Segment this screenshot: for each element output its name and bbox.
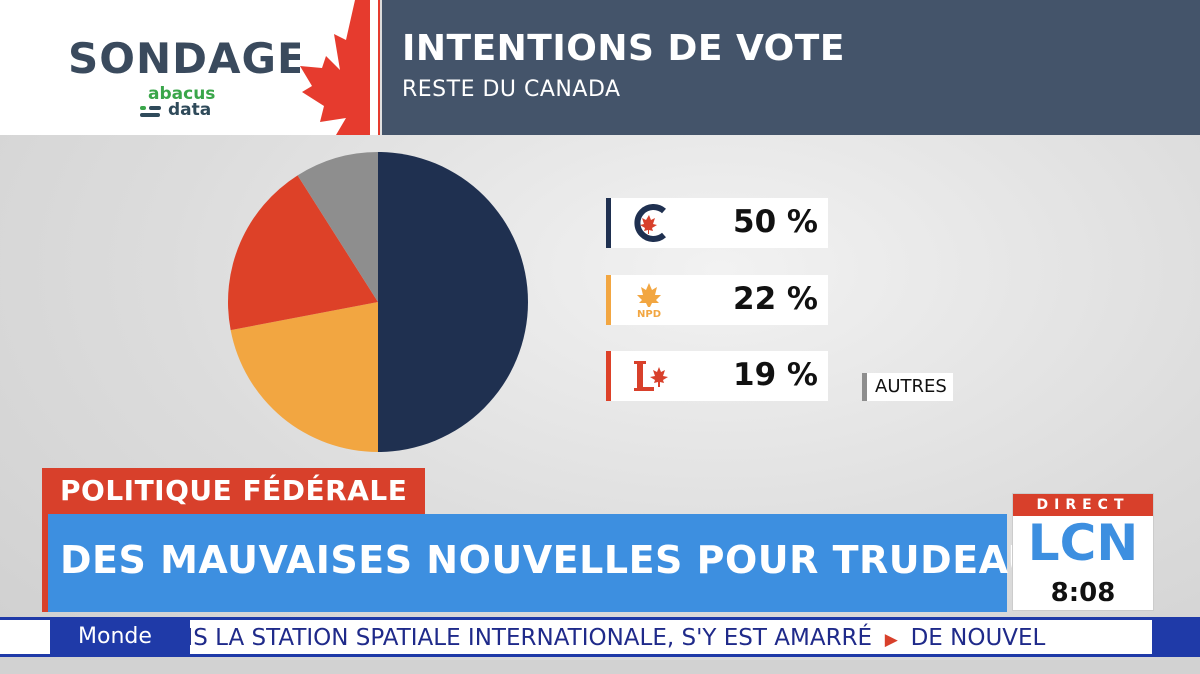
conservative-logo-icon	[634, 204, 666, 242]
pie-slice-ndp	[230, 302, 378, 452]
legend-row-conservative: 50 %	[606, 198, 828, 248]
legend-value-liberal: 19 %	[733, 357, 818, 393]
maple-leaf-banner-icon	[300, 0, 380, 135]
ndp-logo-icon: NPD	[637, 283, 661, 319]
legend-color-bar	[606, 198, 611, 248]
ticker-text: NS LA STATION SPATIALE INTERNATIONALE, S…	[176, 625, 1045, 651]
header-panel: INTENTIONS DE VOTE RESTE DU CANADA	[382, 0, 1200, 135]
legend-color-bar	[862, 373, 867, 401]
chart-title: INTENTIONS DE VOTE	[402, 28, 845, 69]
legend-color-bar	[606, 351, 611, 401]
abacus-data-logo: abacus data	[138, 84, 238, 124]
bottom-strip	[0, 660, 1200, 674]
pie-slice-liberal	[228, 175, 378, 331]
sondage-title: SONDAGE	[68, 34, 307, 83]
legend-row-liberal: 19 %	[606, 351, 828, 401]
headline-text: DES MAUVAISES NOUVELLES POUR TRUDEAU	[60, 538, 1039, 582]
legend-row-others: AUTRES	[862, 373, 953, 401]
news-ticker: NS LA STATION SPATIALE INTERNATIONALE, S…	[0, 617, 1200, 657]
pie-slice-conservative	[378, 152, 528, 452]
legend-value-ndp: 22 %	[733, 281, 818, 317]
pie-chart	[228, 152, 528, 452]
category-badge: POLITIQUE FÉDÉRALE	[42, 468, 426, 514]
live-badge: DIRECT	[1013, 494, 1153, 516]
abacus-dots-icon	[140, 106, 166, 118]
ticker-separator-icon: ▶	[879, 630, 904, 650]
abacus-logo-top: abacus	[148, 84, 216, 104]
ticker-item-main: NS LA STATION SPATIALE INTERNATIONALE, S…	[176, 625, 873, 651]
legend-row-ndp: NPD 22 %	[606, 275, 828, 325]
ndp-logo-text: NPD	[637, 309, 661, 319]
network-bug: DIRECT LCN 8:08	[1012, 493, 1154, 611]
liberal-logo-icon	[634, 361, 668, 391]
abacus-logo-bottom: data	[168, 100, 212, 120]
ticker-item-next: DE NOUVEL	[910, 625, 1046, 651]
pie-slice-others	[297, 152, 378, 302]
ticker-section-label: Monde	[50, 620, 190, 654]
headline-bar: DES MAUVAISES NOUVELLES POUR TRUDEAU	[42, 514, 1038, 612]
chart-subtitle: RESTE DU CANADA	[402, 77, 621, 102]
broadcast-clock: 8:08	[1050, 578, 1116, 608]
ticker-edge	[1152, 620, 1200, 654]
legend-value-conservative: 50 %	[733, 204, 818, 240]
poll-branding: SONDAGE abacus data	[0, 0, 380, 135]
legend-label-others: AUTRES	[875, 376, 947, 397]
legend-color-bar	[606, 275, 611, 325]
lcn-logo: LCN	[1027, 514, 1139, 572]
